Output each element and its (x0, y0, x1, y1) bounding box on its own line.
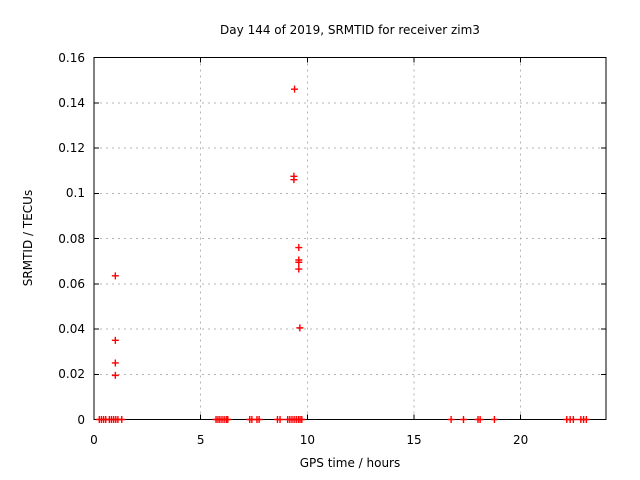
data-point (118, 416, 126, 423)
x-tick-label: 20 (513, 433, 529, 447)
y-tick-label: 0.06 (58, 276, 85, 291)
x-axis-label: GPS time / hours (299, 456, 401, 470)
data-point (111, 272, 119, 280)
y-tick-label: 0.04 (58, 322, 85, 336)
data-point (476, 416, 484, 423)
data-point (582, 416, 590, 423)
data-point (291, 85, 299, 93)
y-tick-label: 0.14 (58, 95, 85, 110)
y-tick-label: 0.1 (65, 186, 85, 201)
data-point (490, 416, 498, 423)
data-point (290, 176, 298, 184)
data-point (298, 416, 306, 423)
x-tick-label: 15 (406, 433, 422, 447)
x-tick-label: 5 (196, 433, 205, 447)
data-point (296, 324, 304, 332)
data-point (224, 416, 232, 423)
y-tick-label: 0.12 (58, 141, 85, 155)
x-tick-label: 10 (299, 433, 315, 447)
data-point (295, 244, 303, 252)
data-point (255, 416, 263, 423)
x-tick-label: 0 (90, 433, 98, 447)
y-tick-label: 0.02 (58, 367, 85, 382)
data-point (111, 371, 119, 379)
data-point (447, 416, 455, 423)
data-point (295, 265, 303, 273)
data-point (111, 359, 119, 367)
data-point (276, 416, 284, 423)
data-point (459, 416, 467, 423)
chart-title: Day 144 of 2019, SRMTID for receiver zim… (220, 23, 480, 37)
data-point (569, 416, 577, 423)
y-tick-label: 0.16 (58, 50, 85, 65)
y-tick-label: 0.08 (58, 231, 85, 246)
plot-border (93, 57, 607, 420)
data-point (111, 336, 119, 344)
data-point (295, 258, 303, 266)
y-tick-label: 0 (77, 412, 85, 427)
